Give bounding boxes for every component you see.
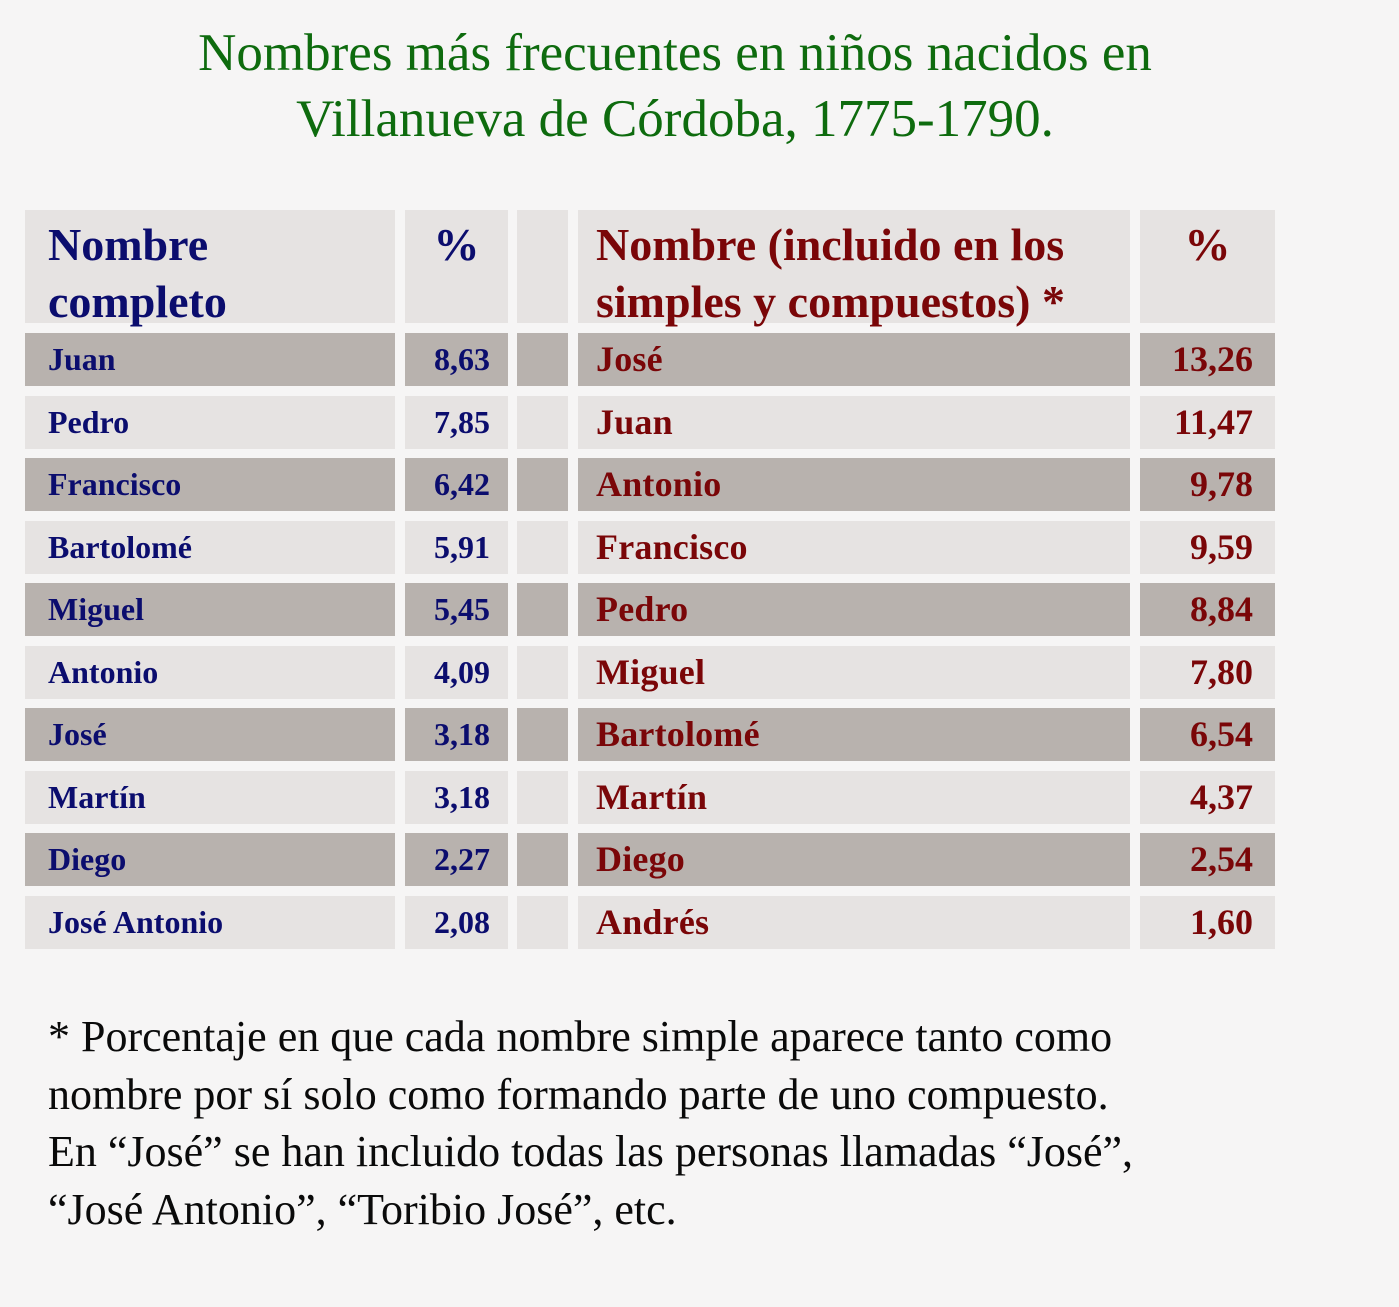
left-pct-cell: 8,63 (405, 333, 508, 386)
spacer-cell (517, 771, 568, 824)
left-name-cell: Juan (25, 333, 395, 386)
left-pct-cell: 2,27 (405, 833, 508, 886)
footnote-line-3: En “José” se han incluido todas las pers… (48, 1127, 1134, 1176)
spacer-cell (517, 896, 568, 949)
spacer-cell (517, 583, 568, 636)
spacer-cell (517, 521, 568, 574)
spacer-cell (517, 833, 568, 886)
spacer-cell (517, 333, 568, 386)
right-pct-cell: 9,59 (1140, 521, 1275, 574)
title-line-2: Villanueva de Córdoba, 1775-1790. (296, 90, 1054, 148)
footnote-line-2: nombre por sí solo como formando parte d… (48, 1069, 1109, 1119)
spacer-header (517, 210, 568, 323)
right-header-line-1: Nombre (incluido en los (596, 219, 1065, 270)
right-name-cell: Diego (578, 833, 1130, 886)
right-pct-cell: 4,37 (1140, 771, 1275, 824)
right-name-cell: Juan (578, 396, 1130, 449)
right-name-cell: Antonio (578, 458, 1130, 511)
title-line-1: Nombres más frecuentes en niños nacidos … (198, 24, 1152, 82)
left-header-name: Nombre completo (25, 210, 395, 327)
left-header-pct: % (405, 210, 508, 323)
right-name-cell: Pedro (578, 583, 1130, 636)
left-pct-cell: 2,08 (405, 896, 508, 949)
right-pct-cell: 1,60 (1140, 896, 1275, 949)
right-header-name: Nombre (incluido en los simples y compue… (578, 210, 1130, 327)
left-header-line-1: Nombre (48, 219, 209, 270)
left-name-cell: Antonio (25, 646, 395, 699)
right-name-cell: José (578, 333, 1130, 386)
left-name-cell: Bartolomé (25, 521, 395, 574)
footnote-line-4: “José Antonio”, “Toribio José”, etc. (48, 1184, 677, 1234)
left-pct-cell: 6,42 (405, 458, 508, 511)
right-pct-cell: 6,54 (1140, 708, 1275, 761)
spacer-cell (517, 646, 568, 699)
right-name-cell: Miguel (578, 646, 1130, 699)
right-pct-cell: 2,54 (1140, 833, 1275, 886)
right-pct-cell: 7,80 (1140, 646, 1275, 699)
right-name-cell: Bartolomé (578, 708, 1130, 761)
right-name-cell: Francisco (578, 521, 1130, 574)
left-pct-cell: 4,09 (405, 646, 508, 699)
left-name-cell: José Antonio (25, 896, 395, 949)
spacer-cell (517, 708, 568, 761)
left-pct-cell: 7,85 (405, 396, 508, 449)
right-header-pct: % (1140, 210, 1275, 323)
left-name-cell: Pedro (25, 396, 395, 449)
left-pct-cell: 5,91 (405, 521, 508, 574)
left-name-cell: Martín (25, 771, 395, 824)
right-pct-cell: 8,84 (1140, 583, 1275, 636)
footnote: * Porcentaje en que cada nombre simple a… (48, 1008, 1133, 1238)
left-name-cell: Diego (25, 833, 395, 886)
footnote-line-1: * Porcentaje en que cada nombre simple a… (48, 1012, 1113, 1061)
left-pct-cell: 5,45 (405, 583, 508, 636)
left-pct-cell: 3,18 (405, 708, 508, 761)
right-header-line-2: simples y compuestos) * (596, 276, 1065, 327)
left-header-line-2: completo (48, 276, 227, 327)
spacer-cell (517, 396, 568, 449)
right-pct-cell: 9,78 (1140, 458, 1275, 511)
spacer-cell (517, 458, 568, 511)
left-pct-cell: 3,18 (405, 771, 508, 824)
right-pct-cell: 13,26 (1140, 333, 1275, 386)
left-name-cell: José (25, 708, 395, 761)
left-name-cell: Francisco (25, 458, 395, 511)
right-name-cell: Andrés (578, 896, 1130, 949)
right-pct-cell: 11,47 (1140, 396, 1275, 449)
right-name-cell: Martín (578, 771, 1130, 824)
page-title: Nombres más frecuentes en niños nacidos … (0, 20, 1350, 152)
left-name-cell: Miguel (25, 583, 395, 636)
